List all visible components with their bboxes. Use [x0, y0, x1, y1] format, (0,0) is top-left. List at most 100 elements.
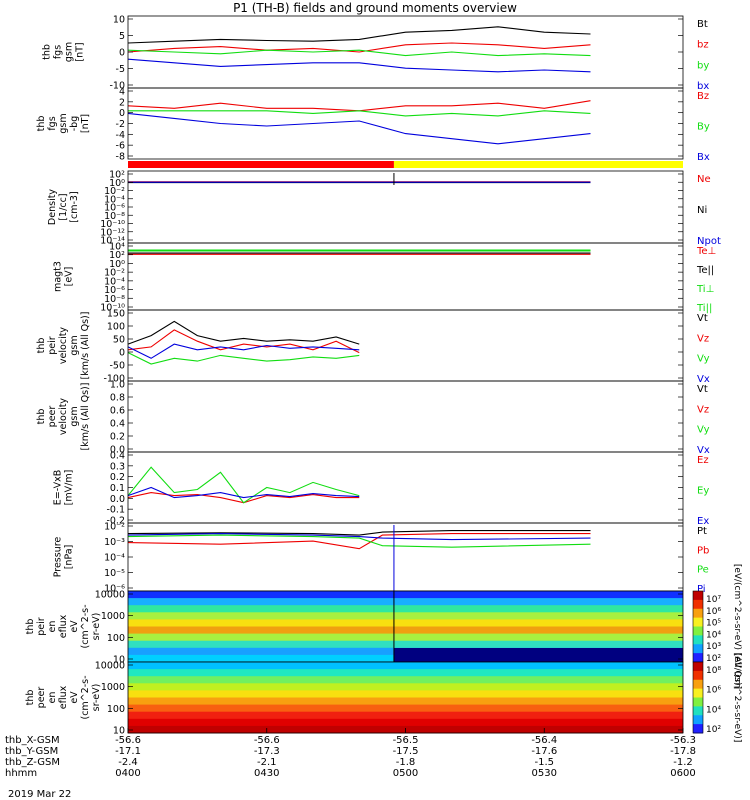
x-tick-label: -17.5 — [393, 746, 419, 757]
y-axis-label: gsm — [69, 406, 80, 426]
colorbar-tick-label: 10⁸ — [706, 666, 721, 676]
x-tick-label: -56.3 — [670, 735, 696, 746]
y-tick-label: -6 — [116, 141, 125, 152]
y-tick-label: 1000 — [101, 682, 125, 693]
series-line-Bz — [127, 100, 591, 112]
y-tick-label: 10⁻² — [104, 522, 125, 533]
legend-label: Te|| — [696, 265, 714, 276]
y-axis-label: fgs — [53, 45, 64, 59]
y-tick-label: 10⁻⁵ — [104, 568, 125, 579]
y-axis-label: gsm — [58, 113, 69, 133]
y-tick-label: 10⁻⁶ — [104, 584, 125, 595]
legend-label: Pi — [697, 584, 706, 595]
y-axis-label: peir — [36, 617, 47, 636]
y-tick-label: 0.1 — [110, 483, 125, 494]
y-axis-label: Density — [47, 189, 58, 225]
y-axis-label: [mV/m] — [64, 470, 75, 506]
panel-frame — [127, 451, 684, 524]
colorbar-label: [eV/(cm^2-s-sr-eV) (All Qs)] — [732, 564, 742, 689]
legend-label: Bz — [697, 91, 709, 102]
legend-label: Bx — [697, 152, 710, 163]
legend-label: Vz — [697, 404, 709, 415]
panel-fgs: 10 5 0 -5 -10 thb fgs gsm [nT] Bt bz by bx — [42, 15, 710, 93]
y-tick-label: 5 — [119, 31, 125, 42]
legend-label: Vt — [697, 313, 708, 324]
y-tick-label: -100 — [103, 374, 125, 385]
colorbar-segment — [693, 591, 703, 601]
y-axis-label: thb — [36, 338, 47, 354]
y-axis-label: en — [47, 692, 58, 704]
y-tick-label: -4 — [116, 130, 125, 141]
series-line-By — [128, 110, 591, 117]
legend-label: Vy — [697, 354, 710, 365]
x-tick-label: -17.8 — [670, 746, 696, 757]
y-axis-label: thb — [36, 116, 47, 132]
colorbar-segment — [693, 670, 703, 681]
y-tick-label: 10⁻¹⁰ — [100, 303, 125, 314]
y-axis-label: en — [47, 621, 58, 633]
y-tick-label: 10⁻⁸ — [104, 294, 125, 305]
x-tick-label: 0600 — [670, 768, 695, 779]
series-line-Vt — [127, 320, 360, 345]
panel-ve: 1.0 0.8 0.6 0.4 0.2 0.0 thb peer velocity gsm [km/… — [36, 380, 710, 457]
spectrogram-band — [128, 690, 683, 698]
y-tick-label: 0.2 — [110, 432, 125, 443]
y-tick-label: 100 — [107, 322, 125, 333]
series-line-Vz — [127, 329, 360, 354]
y-tick-label: 0.4 — [110, 419, 125, 430]
x-tick-label: -56.6 — [115, 735, 141, 746]
legend-label: Te⊥ — [696, 246, 716, 257]
colorbar-label: [eV/(cm^2-s-sr-eV)] — [732, 653, 742, 743]
y-axis-label: [nT] — [75, 42, 86, 61]
x-tick-label: 0400 — [115, 768, 140, 779]
colorbar-segment — [693, 617, 703, 627]
x-tick-label: -17.1 — [115, 746, 141, 757]
y-tick-label: 10⁻⁸ — [104, 211, 125, 222]
y-tick-label: 0 — [119, 48, 125, 59]
spectrogram-band — [128, 612, 683, 620]
colorbar-segment — [693, 688, 703, 698]
spectrogram-band — [128, 591, 683, 599]
colorbar-segment — [693, 706, 703, 716]
y-tick-label: -10 — [109, 81, 125, 92]
y-tick-label: 10⁰ — [109, 178, 125, 189]
spectrogram-band — [128, 605, 683, 613]
y-axis-label: eflux — [58, 614, 69, 638]
panel-frame — [127, 380, 684, 453]
spectrogram-band — [128, 676, 683, 684]
colorbar-segment — [693, 644, 703, 654]
y-tick-label: 10 — [113, 15, 125, 26]
colorbar-segment — [693, 599, 703, 610]
x-row-label: hhmm — [5, 768, 37, 779]
series-line-bz — [127, 42, 591, 53]
spectrogram-band — [128, 633, 683, 642]
y-axis-label: [1/cc] — [58, 193, 69, 220]
x-tick-label: -17.3 — [254, 746, 280, 757]
y-axis-label: sr-eV) — [91, 684, 102, 712]
y-tick-label: 10⁰ — [109, 259, 125, 270]
legend-label: Pe — [697, 565, 709, 576]
colorbar-tick-label: 10² — [706, 725, 721, 735]
legend-label: Vx — [697, 374, 710, 385]
legend-label: Pt — [697, 526, 707, 537]
series-line-bx — [127, 58, 591, 73]
y-axis-label: thb — [25, 690, 36, 706]
y-axis-label: [km/s (All Qs)] — [80, 383, 91, 451]
y-tick-label: 10 — [113, 726, 125, 737]
y-tick-label: 10000 — [95, 590, 125, 601]
panel-frame — [127, 15, 684, 89]
panel-fgs_sm: 420-2-4-6-8 thb fgs gsm -bg [nT] Bz By Bx — [36, 87, 710, 164]
y-tick-label: 150 — [107, 309, 125, 320]
y-tick-label: -0.2 — [106, 516, 125, 527]
x-tick-label: -56.5 — [393, 735, 419, 746]
panel-pressure: 10⁻² 10⁻³ 10⁻⁴ 10⁻⁵ 10⁻⁶ Pressure [nPa] Pt Pb Pe P… — [53, 522, 710, 596]
colorbar-tick-label: 10⁷ — [706, 595, 721, 605]
y-axis-label: gsm — [69, 335, 80, 355]
colorbar-tick-label: 10⁵ — [706, 619, 721, 629]
x-tick-label: -2.1 — [257, 757, 277, 768]
colorbar-segment — [693, 662, 703, 672]
panel-frame — [127, 87, 684, 160]
series-line-by — [127, 49, 591, 57]
